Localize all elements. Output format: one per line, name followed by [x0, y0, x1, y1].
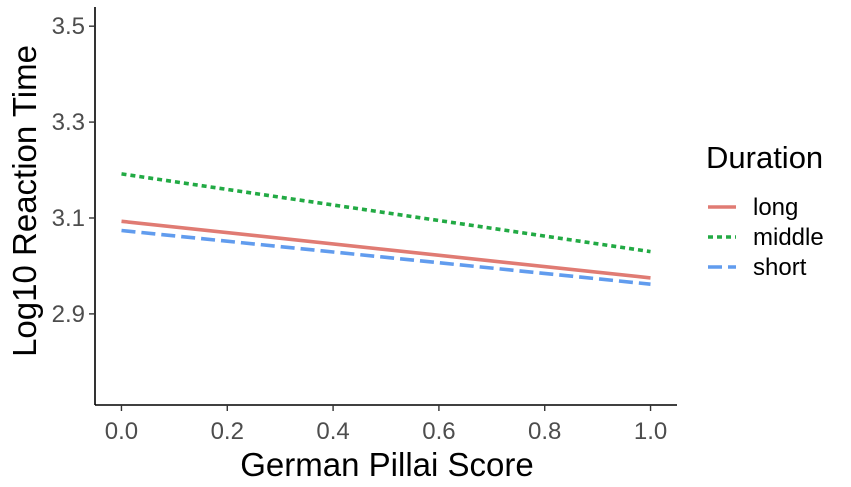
y-axis-title: Log10 Reaction Time	[6, 45, 43, 357]
legend: Duration long middle short	[706, 140, 824, 281]
y-tick-label: 2.9	[52, 301, 85, 328]
x-tick-label: 0.4	[316, 418, 349, 445]
legend-label-long: long	[753, 194, 798, 221]
legend-label-short: short	[753, 254, 807, 281]
x-tick-label: 0.0	[105, 418, 138, 445]
x-tick-label: 1.0	[634, 418, 667, 445]
legend-label-middle: middle	[753, 224, 824, 251]
x-tick-label: 0.6	[422, 418, 455, 445]
x-tick-label: 0.8	[528, 418, 561, 445]
series-line-long	[121, 219, 651, 280]
y-tick-label: 3.1	[52, 205, 85, 232]
y-ticks: 2.9 3.1 3.3 3.5	[52, 13, 95, 328]
legend-items: long middle short	[708, 194, 824, 281]
series-line-short	[121, 228, 651, 286]
x-axis-title: German Pillai Score	[240, 446, 533, 483]
legend-title: Duration	[706, 140, 823, 175]
plot-area	[121, 172, 651, 286]
y-tick-label: 3.5	[52, 13, 85, 40]
series-line-middle	[121, 172, 651, 254]
x-tick-label: 0.2	[211, 418, 244, 445]
x-ticks: 0.0 0.2 0.4 0.6 0.8 1.0	[105, 405, 667, 445]
y-tick-label: 3.3	[52, 109, 85, 136]
